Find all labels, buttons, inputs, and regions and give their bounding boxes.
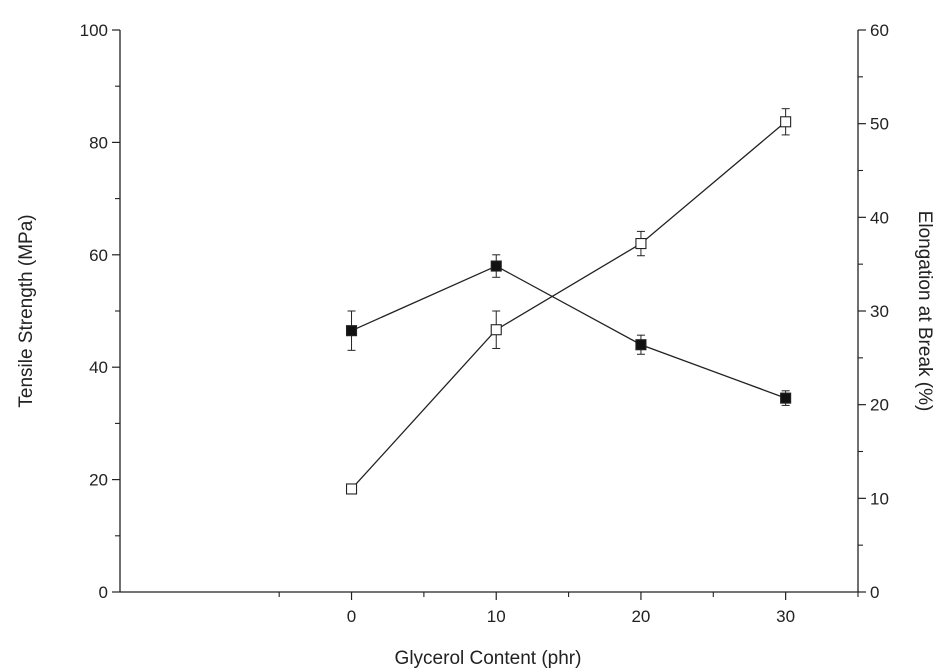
axes	[119, 30, 859, 593]
y2-tick-label: 20	[870, 396, 889, 415]
x-axis-title: Glycerol Content (phr)	[395, 648, 582, 669]
y-tick-label: 100	[80, 21, 108, 40]
y-tick-label: 60	[89, 246, 108, 265]
y2-tick-label: 30	[870, 302, 889, 321]
data-point	[345, 325, 358, 337]
series-group	[345, 108, 792, 495]
data-point	[780, 116, 792, 128]
y2-tick-label: 60	[870, 21, 889, 40]
series-line	[351, 265, 786, 399]
data-point	[345, 483, 358, 495]
y2-axis-title: Elongation at Break (%)	[914, 211, 935, 412]
y-tick-label: 40	[89, 358, 108, 377]
series-1	[345, 254, 792, 406]
data-point	[780, 392, 792, 404]
y-tick-label: 0	[99, 583, 108, 602]
y-axis-title: Tensile Strength (MPa)	[16, 214, 37, 407]
x-tick-label: 20	[631, 607, 650, 626]
series-2	[345, 108, 792, 495]
y2-tick-label: 10	[870, 489, 889, 508]
x-tick-label: 10	[487, 607, 506, 626]
data-point	[490, 260, 502, 272]
series-line	[351, 121, 787, 490]
ticks: 0 10 20 30 0 20 40 60 80 100 0 10 20 30 40 50 60	[80, 21, 889, 626]
y-tick-label: 80	[89, 133, 108, 152]
data-point	[635, 238, 647, 250]
y2-tick-label: 0	[870, 583, 879, 602]
x-tick-label: 0	[347, 607, 356, 626]
y2-tick-label: 50	[870, 115, 889, 134]
y-tick-label: 20	[89, 471, 108, 490]
x-tick-label: 30	[776, 607, 795, 626]
data-point	[635, 339, 647, 351]
y2-tick-label: 40	[870, 208, 889, 227]
data-point	[490, 324, 502, 336]
